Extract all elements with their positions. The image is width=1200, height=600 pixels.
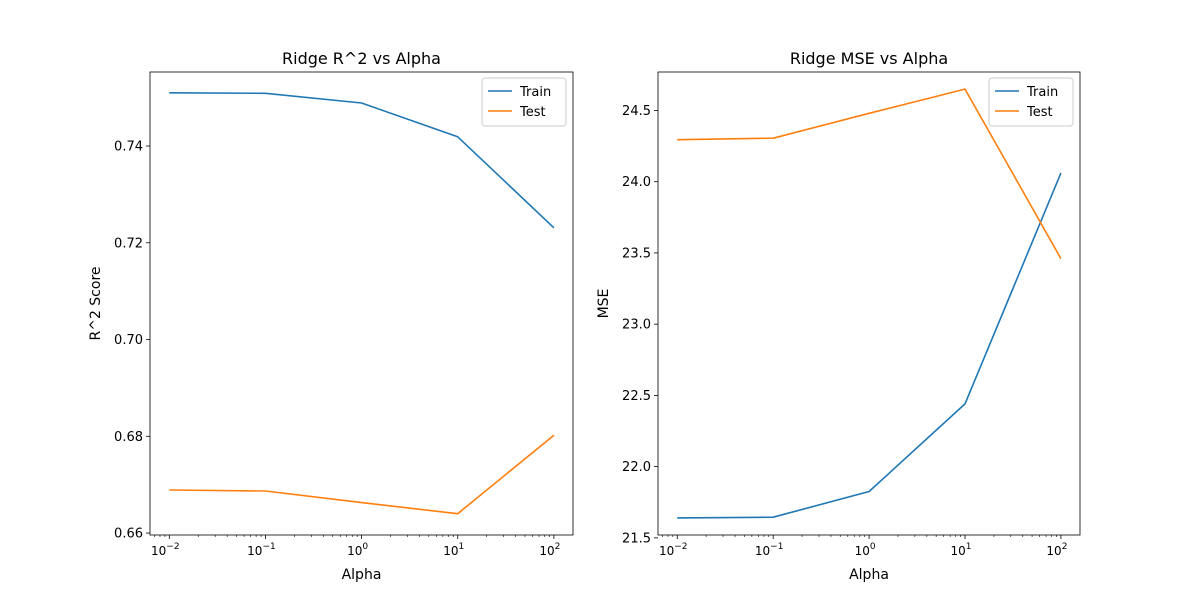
- x-tick-label: 10−2: [151, 542, 180, 558]
- y-axis-ticks: 21.5 22.0 22.5 23.0 23.5 24.0 24.5: [622, 104, 658, 546]
- legend: Train Test: [481, 77, 567, 127]
- legend-label-train: Train: [519, 85, 551, 100]
- x-axis-ticks: 10−2 10−1 100 101 102: [659, 535, 1067, 558]
- series-line-test: [169, 434, 555, 515]
- y-tick-label: 0.66: [114, 527, 143, 542]
- x-tick-label: 10−1: [755, 542, 784, 558]
- legend-box: [988, 77, 1074, 127]
- x-tick-label: 100: [855, 542, 876, 558]
- y-tick-label: 23.5: [622, 246, 651, 261]
- series-line-train: [677, 172, 1062, 519]
- x-axis-label: Alpha: [342, 567, 382, 583]
- x-tick-label: 101: [951, 542, 972, 558]
- x-tick-label: 10−2: [659, 542, 688, 558]
- y-tick-label: 0.68: [114, 430, 143, 445]
- y-axis-ticks: 0.66 0.68 0.70 0.72 0.74: [114, 140, 150, 542]
- y-tick-label: 0.72: [114, 236, 143, 251]
- chart-title: Ridge R^2 vs Alpha: [282, 49, 441, 68]
- y-tick-label: 24.5: [622, 104, 651, 119]
- x-tick-label: 102: [1046, 542, 1067, 558]
- y-tick-label: 23.0: [622, 318, 651, 333]
- y-tick-label: 0.74: [114, 140, 143, 155]
- series-line-train: [169, 92, 555, 229]
- legend: Train Test: [988, 77, 1074, 127]
- x-tick-label: 102: [539, 542, 560, 558]
- y-tick-label: 24.0: [622, 175, 651, 190]
- legend-label-test: Test: [1026, 105, 1053, 120]
- y-axis-label: MSE: [596, 289, 612, 319]
- x-tick-label: 10−1: [247, 542, 276, 558]
- x-axis-ticks: 10−2 10−1 100 101 102: [151, 535, 560, 558]
- x-tick-label: 101: [443, 542, 464, 558]
- y-tick-label: 22.0: [622, 460, 651, 475]
- legend-label-test: Test: [519, 105, 546, 120]
- y-tick-label: 22.5: [622, 389, 651, 404]
- y-axis-label: R^2 Score: [88, 266, 104, 340]
- y-tick-label: 21.5: [622, 531, 651, 546]
- chart-title: Ridge MSE vs Alpha: [790, 49, 948, 68]
- x-axis-label: Alpha: [849, 567, 889, 583]
- plot-frame: [657, 71, 1081, 536]
- y-tick-label: 0.70: [114, 333, 143, 348]
- series-line-test: [677, 88, 1062, 259]
- x-tick-label: 100: [347, 542, 368, 558]
- legend-box: [481, 77, 567, 127]
- plot-frame: [149, 71, 574, 536]
- legend-label-train: Train: [1026, 85, 1058, 100]
